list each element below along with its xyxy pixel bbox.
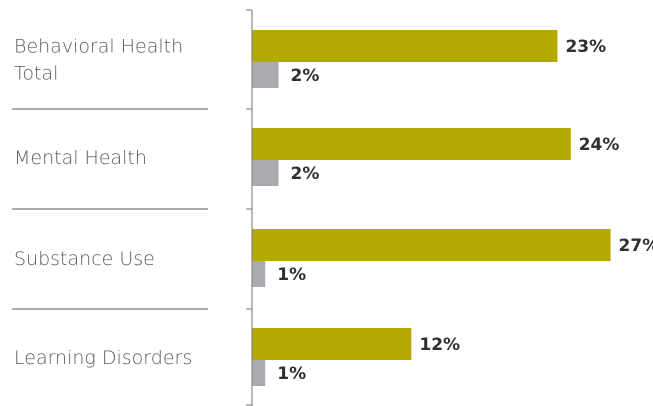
data-label-series-1: 24% (579, 135, 620, 155)
data-label-series-1: 12% (419, 335, 460, 355)
data-label-series-1: 27% (619, 236, 653, 256)
data-label-series-2: 2% (291, 164, 320, 184)
category-label: Behavioral Health Total (14, 36, 183, 85)
category-label: Substance Use (14, 248, 155, 270)
bar-series-2 (252, 261, 266, 287)
data-label-series-2: 2% (291, 66, 320, 86)
bar-series-1 (252, 30, 558, 62)
category-label: Mental Health (14, 147, 147, 169)
bar-series-2 (252, 360, 266, 386)
data-label-series-2: 1% (277, 265, 306, 285)
category-label: Learning Disorders (14, 347, 192, 369)
data-label-series-2: 1% (277, 364, 306, 384)
bar-series-2 (252, 160, 279, 186)
bar-series-1 (252, 229, 611, 261)
bar-series-1 (252, 328, 412, 360)
data-label-series-1: 23% (565, 37, 606, 57)
bar-series-2 (252, 62, 279, 88)
bar-series-1 (252, 128, 571, 160)
